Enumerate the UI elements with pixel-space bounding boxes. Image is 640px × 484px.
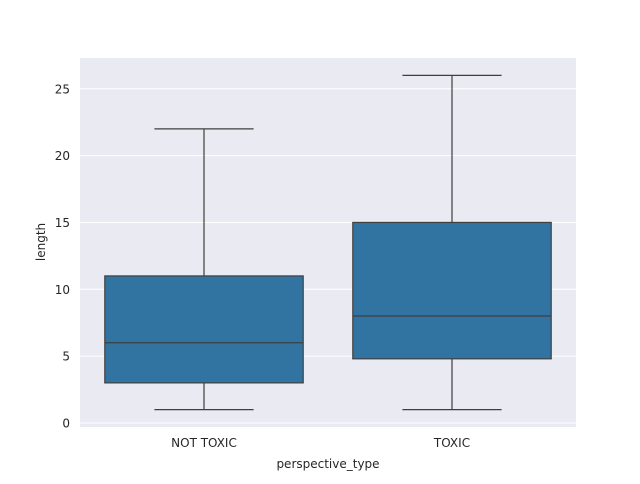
box-group xyxy=(104,128,304,411)
x-axis-label: perspective_type xyxy=(276,457,379,471)
x-tick-labels: NOT TOXIC TOXIC xyxy=(171,436,470,450)
y-tick-label: 0 xyxy=(62,416,70,430)
box-group xyxy=(352,74,552,411)
y-tick-label: 5 xyxy=(62,350,70,364)
y-axis-label: length xyxy=(34,223,48,261)
y-tick-label: 15 xyxy=(55,216,70,230)
y-tick-label: 20 xyxy=(55,149,70,163)
y-tick-label: 10 xyxy=(55,283,70,297)
box-layer xyxy=(104,74,552,411)
iqr-box xyxy=(352,221,552,360)
x-tick-label: TOXIC xyxy=(433,436,470,450)
x-tick-label: NOT TOXIC xyxy=(171,436,237,450)
y-tick-labels: 0 5 10 15 20 25 xyxy=(55,82,70,430)
iqr-box xyxy=(104,275,304,384)
y-tick-label: 25 xyxy=(55,82,70,96)
